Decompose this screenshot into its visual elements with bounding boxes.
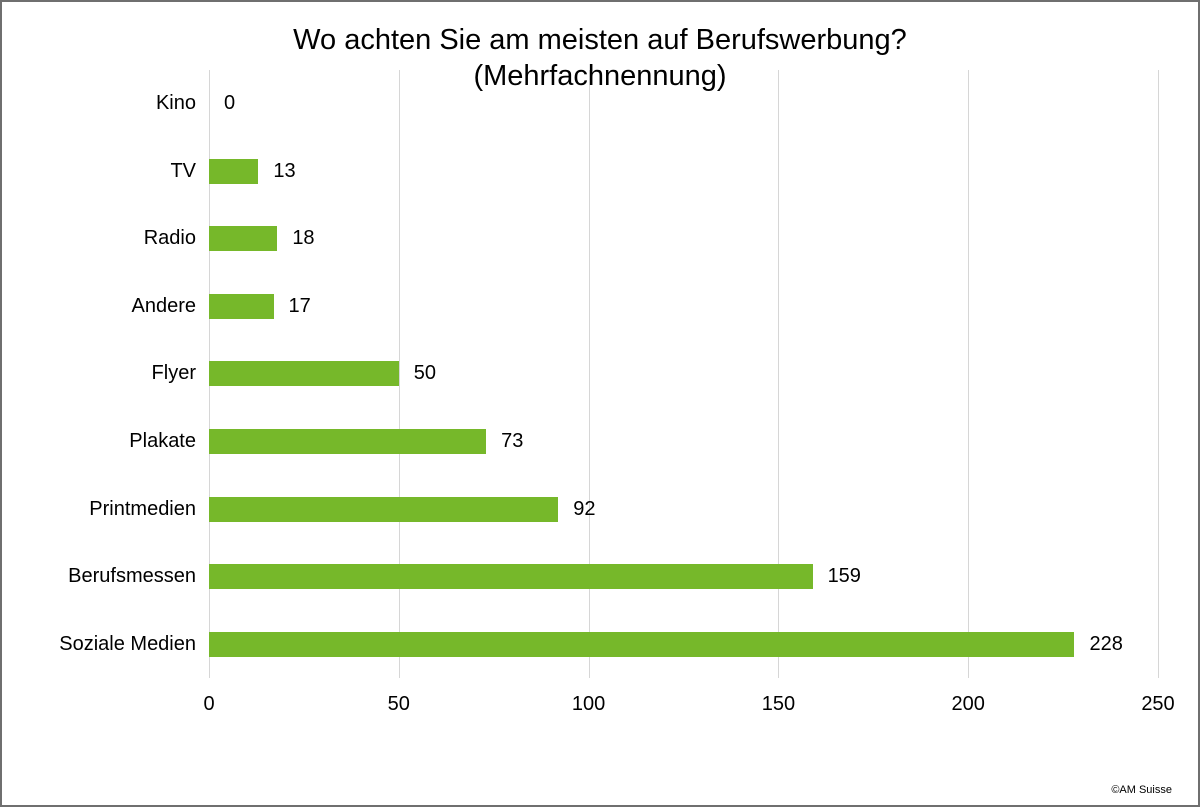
- gridline: [588, 70, 590, 678]
- bar-row: TV 13: [170, 138, 1158, 206]
- chart-subtitle: (Mehrfachnennung): [473, 60, 727, 92]
- bar-row: Andere 17: [132, 273, 1158, 341]
- bar: [209, 564, 813, 590]
- x-tick-label: 50: [387, 693, 410, 715]
- category-label: Berufsmessen: [68, 565, 196, 588]
- bar-row: Printmedien 92: [89, 475, 1158, 543]
- category-label: Printmedien: [89, 497, 196, 520]
- value-label: 73: [501, 430, 524, 453]
- bar-row: Flyer 50: [152, 340, 1158, 408]
- value-label: 50: [413, 362, 437, 385]
- bar: [209, 361, 399, 387]
- category-label: TV: [170, 159, 196, 182]
- value-label: 228: [1089, 632, 1123, 655]
- gridline: [778, 70, 780, 678]
- category-label: Flyer: [151, 362, 196, 385]
- bar-row: Radio 18: [144, 205, 1158, 273]
- x-tick-label: 200: [951, 693, 985, 715]
- x-tick-label: 100: [571, 693, 606, 715]
- category-label: Radio: [143, 227, 196, 250]
- value-label: 92: [573, 497, 596, 520]
- x-tick-label: 150: [761, 693, 796, 715]
- x-tick-label: 250: [1141, 693, 1175, 715]
- copyright-credit: ©AM Suisse: [1111, 784, 1172, 796]
- x-tick-label: 0: [203, 693, 215, 715]
- bar: [209, 429, 487, 455]
- gridline: [1158, 70, 1159, 678]
- value-label: 0: [224, 92, 236, 115]
- bar: [209, 158, 259, 184]
- bar-row: Plakate 73: [129, 408, 1158, 476]
- bar-row: Kino 0: [156, 70, 1158, 138]
- value-label: 18: [292, 227, 315, 250]
- category-label: Andere: [131, 294, 197, 317]
- gridline: [398, 70, 400, 678]
- bar-row: Soziale Medien 228: [59, 610, 1158, 678]
- bar: [209, 631, 1075, 657]
- x-axis: 0 50 100 150 200 250: [203, 693, 1174, 723]
- category-label: Kino: [155, 92, 196, 115]
- plot-area: Kino 0 TV 13 Radio 18 Andere 17 Flyer 50 Plakate 73…: [59, 70, 1159, 678]
- chart-title-block: Wo achten Sie am meisten auf Berufswerbu…: [2, 22, 1198, 94]
- chart-title: Wo achten Sie am meisten auf Berufswerbu…: [293, 24, 907, 56]
- bar-row: Berufsmessen 159: [68, 543, 1158, 611]
- value-label: 13: [273, 159, 296, 182]
- bar: [209, 496, 559, 522]
- category-label: Plakate: [129, 430, 196, 453]
- value-label: 17: [288, 294, 311, 317]
- bar: [209, 226, 278, 252]
- gridline: [968, 70, 970, 678]
- value-label: 159: [827, 565, 861, 588]
- bar: [209, 293, 274, 319]
- category-label: Soziale Medien: [59, 632, 196, 655]
